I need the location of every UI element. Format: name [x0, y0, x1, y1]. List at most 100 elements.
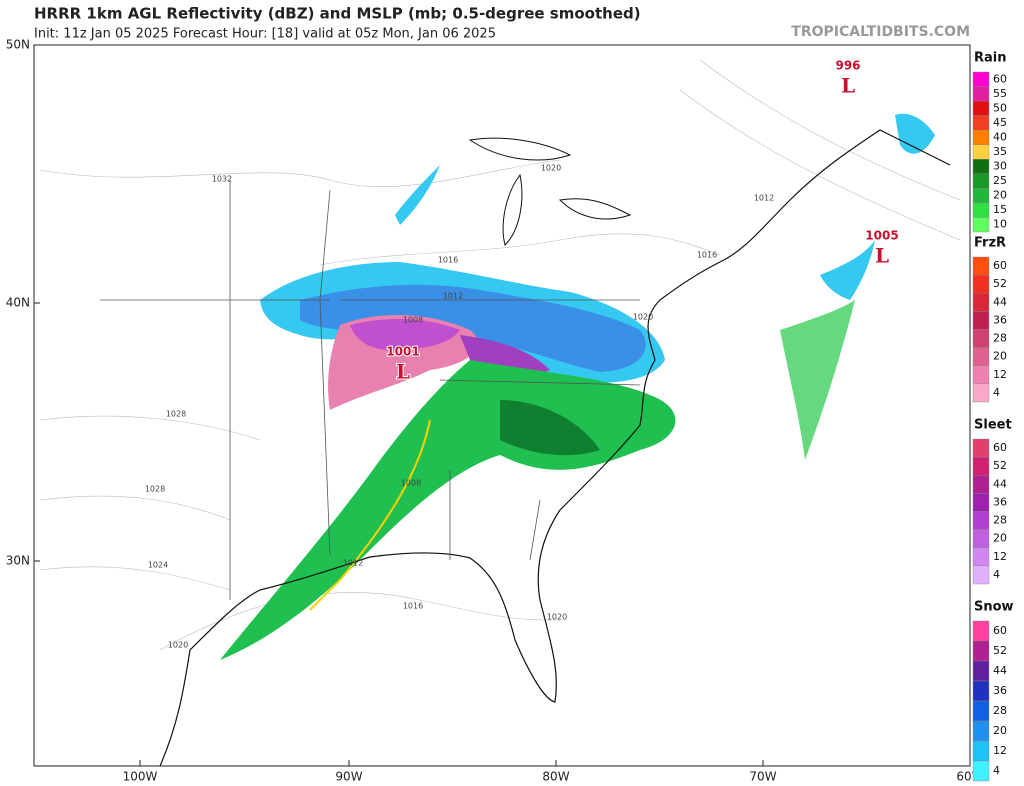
legend-swatch — [972, 100, 990, 116]
legend-level: 10 — [993, 218, 1007, 231]
legend-level: 4 — [993, 568, 1000, 581]
legend-swatch — [972, 565, 990, 585]
precipitation — [220, 113, 935, 660]
legend-level: 35 — [993, 145, 1007, 158]
isobar-label: 1016 — [697, 251, 717, 260]
legend-level: 44 — [993, 477, 1007, 490]
state-borders — [100, 180, 641, 600]
low-pressure: 1005 — [865, 229, 898, 243]
legend-level: 28 — [993, 704, 1007, 717]
isobar-label: 1008 — [403, 316, 423, 325]
low-symbol: L — [875, 244, 889, 268]
legend-swatch — [972, 173, 990, 189]
legend-level: 30 — [993, 160, 1007, 173]
legend-level: 60 — [993, 259, 1007, 272]
isobar-label: 1012 — [754, 194, 774, 203]
isobars — [39, 59, 961, 651]
legend-swatch — [972, 159, 990, 175]
legend-level: 44 — [993, 664, 1007, 677]
legend-level: 52 — [993, 644, 1007, 657]
legend-level: 12 — [993, 368, 1007, 381]
coastline — [159, 129, 951, 767]
legend-level: 60 — [993, 72, 1007, 85]
legend-title: Snow — [974, 600, 1014, 615]
legend-swatch — [972, 217, 990, 233]
lat-label: 30N — [6, 554, 30, 568]
legend-level: 20 — [993, 189, 1007, 202]
lon-label: 90W — [335, 770, 362, 784]
subtitle: Init: 11z Jan 05 2025 Forecast Hour: [18… — [34, 27, 496, 42]
legend-level: 20 — [993, 724, 1007, 737]
legend-level: 44 — [993, 295, 1007, 308]
legend-swatch — [972, 202, 990, 218]
legend-swatch — [972, 347, 990, 366]
great-lakes — [468, 137, 632, 246]
legend-level: 15 — [993, 203, 1007, 216]
legend-swatch — [972, 760, 990, 782]
legend-swatch — [972, 620, 990, 642]
legend-level: 20 — [993, 532, 1007, 545]
map — [33, 44, 971, 767]
legend-level: 4 — [993, 764, 1000, 777]
legend-swatch — [972, 456, 990, 476]
legend-swatch — [972, 365, 990, 385]
low-pressure: 996 — [835, 59, 860, 73]
legend-swatch — [972, 383, 990, 403]
legend-level: 36 — [993, 313, 1007, 326]
isobar-label: 1016 — [438, 256, 458, 265]
isobar-label: 1008 — [401, 479, 421, 488]
legend-swatch — [972, 293, 990, 312]
legend-title: FrzR — [974, 236, 1006, 251]
isobar-label: 1032 — [212, 175, 232, 184]
legend-swatch — [972, 86, 990, 102]
legend-level: 36 — [993, 684, 1007, 697]
legend-title: Rain — [974, 51, 1007, 66]
legend-swatch — [972, 115, 990, 131]
isobar-label: 1016 — [403, 602, 423, 611]
legend-level: 36 — [993, 495, 1007, 508]
legend-swatch — [972, 720, 990, 742]
legend-swatch — [972, 680, 990, 702]
legend-swatch — [972, 144, 990, 160]
isobar-label: 1028 — [145, 485, 165, 494]
isobar-label: 1012 — [443, 292, 463, 301]
legend-swatch — [972, 640, 990, 662]
title: HRRR 1km AGL Reflectivity (dBZ) and MSLP… — [34, 5, 641, 23]
isobar-label: 1020 — [168, 641, 188, 650]
lat-label: 40N — [6, 296, 30, 310]
legend-swatch — [972, 740, 990, 762]
lat-label: 50N — [6, 38, 30, 52]
isobar-label: 1020 — [547, 613, 567, 622]
legend-swatch — [972, 274, 990, 294]
lon-label: 80W — [542, 770, 569, 784]
legend-swatch — [972, 475, 990, 494]
low-symbol: L — [841, 74, 855, 98]
legend-swatch — [972, 129, 990, 145]
legend-level: 28 — [993, 332, 1007, 345]
legend-level: 52 — [993, 277, 1007, 290]
legend-level: 60 — [993, 441, 1007, 454]
legend-swatch — [972, 547, 990, 567]
legend-title: Sleet — [974, 418, 1012, 433]
lon-label: 100W — [123, 770, 158, 784]
legend-level: 40 — [993, 130, 1007, 143]
legend-level: 52 — [993, 459, 1007, 472]
legend-swatch — [972, 660, 990, 682]
legend-level: 55 — [993, 87, 1007, 100]
legend-swatch — [972, 700, 990, 722]
legend-level: 50 — [993, 101, 1007, 114]
legend-swatch — [972, 529, 990, 548]
lon-label: 70W — [749, 770, 776, 784]
low-pressure: 1001 — [386, 345, 419, 359]
isobar-label: 1028 — [166, 410, 186, 419]
legend-level: 20 — [993, 350, 1007, 363]
legend-level: 12 — [993, 744, 1007, 757]
legend-swatch — [972, 493, 990, 512]
isobar-label: 1020 — [541, 164, 561, 173]
legend-level: 12 — [993, 550, 1007, 563]
legend-level: 4 — [993, 386, 1000, 399]
legend-swatch — [972, 329, 990, 348]
low-symbol: L — [396, 360, 410, 384]
source: TROPICALTIDBITS.COM — [791, 24, 970, 40]
